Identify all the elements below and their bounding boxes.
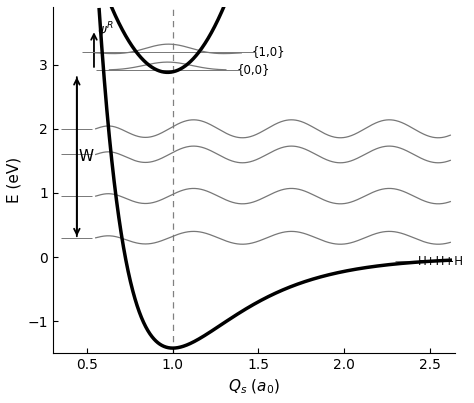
- Text: {0,0}: {0,0}: [236, 63, 270, 76]
- Y-axis label: E (eV): E (eV): [7, 157, 22, 203]
- X-axis label: $Q_s\ (a_0)$: $Q_s\ (a_0)$: [228, 378, 280, 396]
- Text: W: W: [79, 149, 94, 164]
- Text: {1,0}: {1,0}: [252, 45, 285, 58]
- Text: $\psi^R$: $\psi^R$: [97, 21, 114, 40]
- Text: H+H+H: H+H+H: [418, 255, 464, 268]
